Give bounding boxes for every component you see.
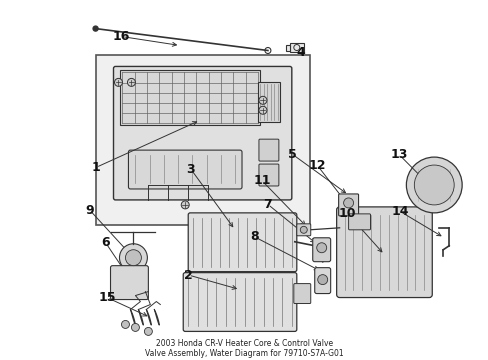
FancyBboxPatch shape [183,273,296,332]
Circle shape [121,320,129,328]
Text: 5: 5 [287,148,296,161]
Text: 11: 11 [253,174,270,187]
Circle shape [300,226,306,233]
Circle shape [259,96,266,104]
Text: 13: 13 [390,148,407,161]
Bar [285,45,289,50]
Text: 6: 6 [101,236,110,249]
FancyBboxPatch shape [110,266,148,300]
Text: 12: 12 [308,159,325,172]
FancyBboxPatch shape [259,139,278,161]
Text: 8: 8 [249,230,258,243]
FancyBboxPatch shape [348,214,370,230]
FancyBboxPatch shape [259,164,278,186]
FancyBboxPatch shape [188,213,296,272]
FancyBboxPatch shape [314,268,330,293]
Circle shape [144,328,152,336]
Circle shape [127,78,135,86]
Text: 4: 4 [296,46,305,59]
Circle shape [114,78,122,86]
FancyBboxPatch shape [312,238,330,262]
Text: 2003 Honda CR-V Heater Core & Control Valve
Valve Assembly, Water Diagram for 79: 2003 Honda CR-V Heater Core & Control Va… [145,339,343,358]
Text: 9: 9 [85,204,94,217]
Circle shape [343,198,353,208]
Bar [95,55,309,225]
Circle shape [259,106,266,114]
Circle shape [125,250,141,266]
Circle shape [316,243,326,253]
Bar [289,42,303,53]
FancyBboxPatch shape [113,67,291,200]
Circle shape [413,165,453,205]
Circle shape [406,157,461,213]
FancyBboxPatch shape [336,207,431,298]
Bar [120,71,260,125]
Text: 15: 15 [98,291,116,304]
Text: 2: 2 [183,269,192,282]
FancyBboxPatch shape [128,150,242,189]
Text: 16: 16 [113,30,130,43]
Circle shape [93,26,98,31]
Text: 3: 3 [186,163,195,176]
Text: 1: 1 [91,161,100,174]
Text: 7: 7 [263,198,272,211]
Circle shape [119,244,147,272]
FancyBboxPatch shape [296,224,310,236]
FancyBboxPatch shape [293,284,310,303]
FancyBboxPatch shape [338,194,358,216]
Circle shape [317,275,327,285]
Bar [258,82,279,122]
Text: 14: 14 [391,205,408,218]
Circle shape [131,323,139,332]
Circle shape [181,201,189,209]
Text: 10: 10 [338,207,356,220]
